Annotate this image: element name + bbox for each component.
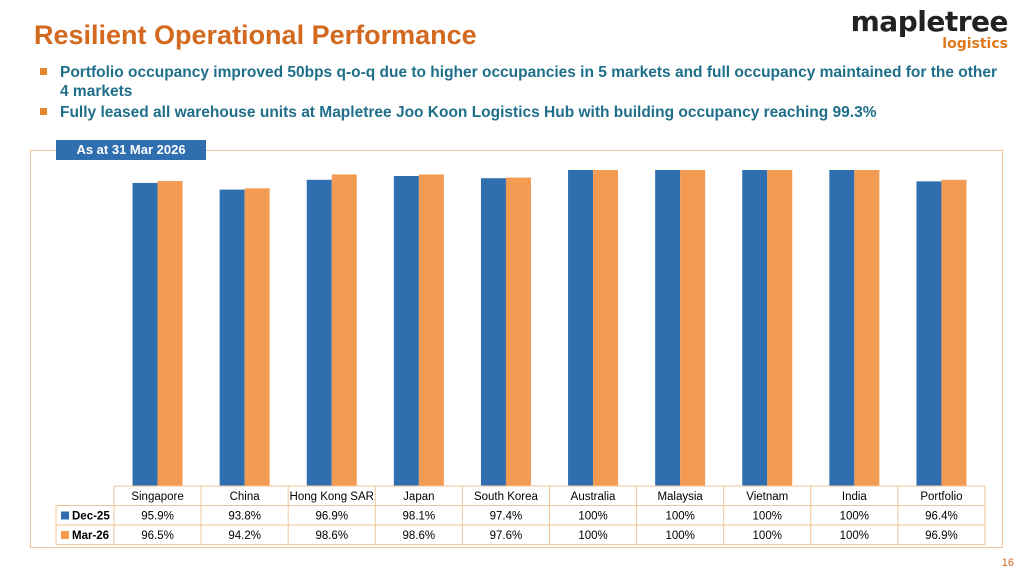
bar-dec25	[306, 179, 332, 486]
series-name-label: Mar-26	[72, 530, 109, 542]
bar-mar26	[244, 188, 270, 486]
data-value-label: 100%	[665, 511, 694, 523]
data-value-label: 96.9%	[925, 530, 958, 542]
category-label: Australia	[571, 491, 616, 503]
data-value-label: 100%	[753, 530, 782, 542]
key-points-list: Portfolio occupancy improved 50bps q-o-q…	[38, 63, 1008, 124]
bar-dec25	[219, 189, 245, 487]
series-name-label: Dec-25	[72, 511, 110, 523]
data-value-label: 98.1%	[403, 511, 436, 523]
bar-mar26	[941, 179, 967, 486]
bar-dec25	[568, 170, 594, 486]
page-number: 16	[1001, 557, 1014, 569]
bar-dec25	[655, 170, 681, 486]
category-label: Portfolio	[920, 491, 962, 503]
date-label: As at 31 Mar 2026	[56, 140, 206, 160]
category-label: Hong Kong SAR	[290, 491, 374, 503]
data-value-label: 94.2%	[228, 530, 261, 542]
bullet-text: Fully leased all warehouse units at Mapl…	[60, 104, 877, 121]
bar-mar26	[331, 174, 357, 486]
bullet-point: Portfolio occupancy improved 50bps q-o-q…	[38, 63, 1008, 101]
data-value-label: 100%	[578, 511, 607, 523]
bar-mar26	[593, 170, 619, 486]
data-value-label: 100%	[753, 511, 782, 523]
bar-mar26	[157, 181, 183, 486]
data-value-label: 93.8%	[228, 511, 261, 523]
company-logo: mapletree logistics	[850, 5, 1009, 53]
bar-dec25	[393, 176, 419, 486]
data-value-label: 95.9%	[141, 511, 174, 523]
bar-mar26	[505, 177, 531, 487]
data-value-label: 100%	[840, 530, 869, 542]
bullet-square-icon	[40, 108, 47, 115]
bar-mar26	[854, 170, 880, 486]
bar-mar26	[680, 170, 706, 486]
category-label: Vietnam	[746, 491, 788, 503]
bar-dec25	[132, 182, 158, 486]
category-label: China	[230, 491, 261, 503]
data-value-label: 100%	[840, 511, 869, 523]
data-value-label: 98.6%	[315, 530, 348, 542]
bar-mar26	[418, 174, 444, 486]
data-value-label: 100%	[578, 530, 607, 542]
bar-dec25	[480, 178, 506, 486]
data-value-label: 100%	[665, 530, 694, 542]
category-label: India	[842, 491, 868, 503]
data-value-label: 96.4%	[925, 511, 958, 523]
category-label: Singapore	[131, 491, 183, 503]
data-value-label: 96.5%	[141, 530, 174, 542]
legend-swatch-dec25	[61, 511, 69, 520]
category-label: Malaysia	[657, 491, 703, 503]
bullet-square-icon	[40, 68, 47, 75]
data-value-label: 98.6%	[403, 530, 436, 542]
bar-dec25	[829, 170, 855, 486]
slide-title: Resilient Operational Performance	[34, 20, 477, 50]
data-value-label: 97.4%	[490, 511, 523, 523]
bullet-text: Portfolio occupancy improved 50bps q-o-q…	[60, 64, 998, 100]
category-label: South Korea	[474, 491, 539, 503]
bar-dec25	[742, 170, 768, 486]
data-value-label: 96.9%	[315, 511, 348, 523]
bar-mar26	[767, 170, 793, 486]
logo-wordmark: mapletree	[850, 5, 1009, 38]
legend-swatch-mar26	[61, 531, 69, 539]
chart-panel	[30, 150, 1003, 548]
data-value-label: 97.6%	[490, 530, 523, 542]
category-label: Japan	[403, 491, 434, 503]
bar-dec25	[916, 181, 942, 486]
logo-subtitle: logistics	[942, 36, 1008, 52]
bullet-point: Fully leased all warehouse units at Mapl…	[38, 103, 1008, 122]
